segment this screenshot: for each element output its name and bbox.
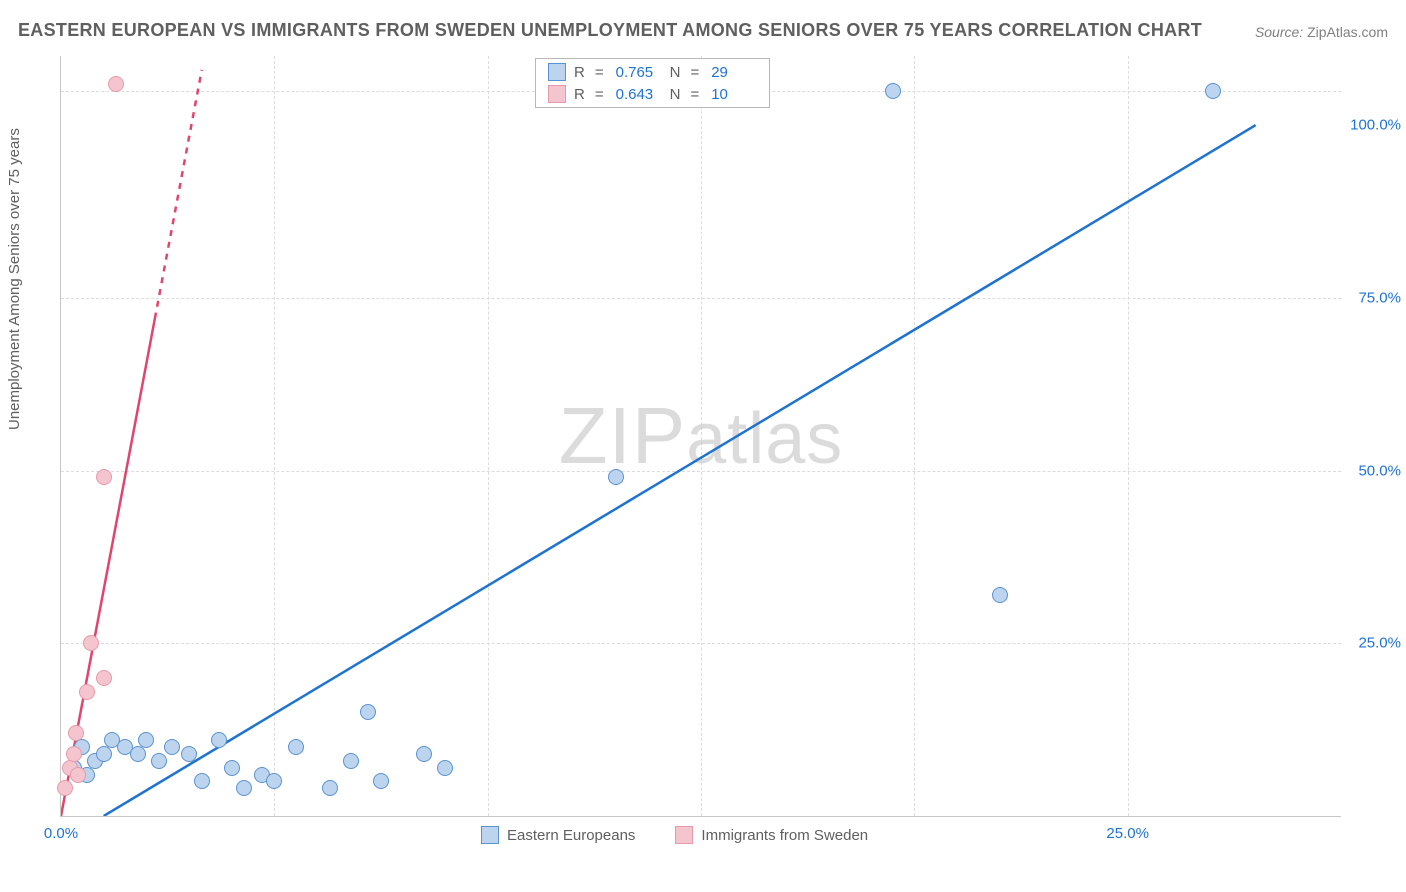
gridline-h [61,643,1341,644]
y-tick-label: 75.0% [1346,289,1401,306]
data-point-blue [96,746,112,762]
y-axis-label: Unemployment Among Seniors over 75 years [6,128,23,430]
series-legend: Eastern Europeans Immigrants from Sweden [481,826,868,844]
data-point-blue [360,704,376,720]
data-point-pink [70,767,86,783]
swatch-blue [481,826,499,844]
data-point-blue [992,587,1008,603]
data-point-blue [130,746,146,762]
y-tick-label: 50.0% [1346,462,1401,479]
chart-title: EASTERN EUROPEAN VS IMMIGRANTS FROM SWED… [18,20,1202,41]
data-point-blue [224,760,240,776]
gridline-v [488,56,489,816]
r-value-blue: 0.765 [616,64,662,81]
legend-label-blue: Eastern Europeans [507,827,635,844]
swatch-blue [548,63,566,81]
data-point-blue [288,739,304,755]
r-label: R [574,64,585,81]
data-point-blue [164,739,180,755]
gridline-v [914,56,915,816]
swatch-pink [675,826,693,844]
data-point-blue [181,746,197,762]
data-point-blue [437,760,453,776]
data-point-blue [266,773,282,789]
legend-item-pink: Immigrants from Sweden [675,826,868,844]
x-tick-label: 25.0% [1106,825,1149,842]
data-point-blue [138,732,154,748]
legend-item-blue: Eastern Europeans [481,826,635,844]
data-point-pink [96,469,112,485]
data-point-blue [608,469,624,485]
equals: = [595,86,604,103]
source-label: Source: [1255,24,1303,40]
data-point-blue [194,773,210,789]
equals: = [690,86,699,103]
y-tick-label: 25.0% [1346,635,1401,652]
data-point-pink [79,684,95,700]
gridline-v [274,56,275,816]
data-point-blue [236,780,252,796]
stats-legend: R = 0.765 N = 29 R = 0.643 N = 10 [535,58,770,108]
r-value-pink: 0.643 [616,86,662,103]
data-point-blue [416,746,432,762]
data-point-blue [885,83,901,99]
stats-row-blue: R = 0.765 N = 29 [536,61,769,83]
n-label: N [670,86,681,103]
data-point-pink [57,780,73,796]
data-point-pink [96,670,112,686]
equals: = [595,64,604,81]
n-value-pink: 10 [711,86,757,103]
source-attribution: Source: ZipAtlas.com [1255,24,1388,40]
data-point-blue [1205,83,1221,99]
source-value: ZipAtlas.com [1307,24,1388,40]
trend-line-pink [155,70,202,319]
gridline-h [61,471,1341,472]
data-point-blue [211,732,227,748]
watermark-text-a: ZIP [559,391,686,480]
gridline-h [61,298,1341,299]
y-tick-label: 100.0% [1346,117,1401,134]
n-label: N [670,64,681,81]
data-point-blue [322,780,338,796]
data-point-blue [343,753,359,769]
gridline-v [1128,56,1129,816]
data-point-pink [66,746,82,762]
data-point-pink [68,725,84,741]
plot-area: ZIPatlas R= 0.765 N= 29 R= 0.643 N= 10 E… [60,56,1341,817]
data-point-pink [83,635,99,651]
data-point-blue [151,753,167,769]
gridline-v [701,56,702,816]
equals: = [690,64,699,81]
n-value-blue: 29 [711,64,757,81]
stats-row-pink: R = 0.643 N = 10 [536,83,769,105]
data-point-pink [108,76,124,92]
data-point-blue [373,773,389,789]
x-tick-label: 0.0% [44,825,78,842]
watermark-text-b: atlas [686,399,843,479]
legend-label-pink: Immigrants from Sweden [701,827,868,844]
r-label: R [574,86,585,103]
swatch-pink [548,85,566,103]
